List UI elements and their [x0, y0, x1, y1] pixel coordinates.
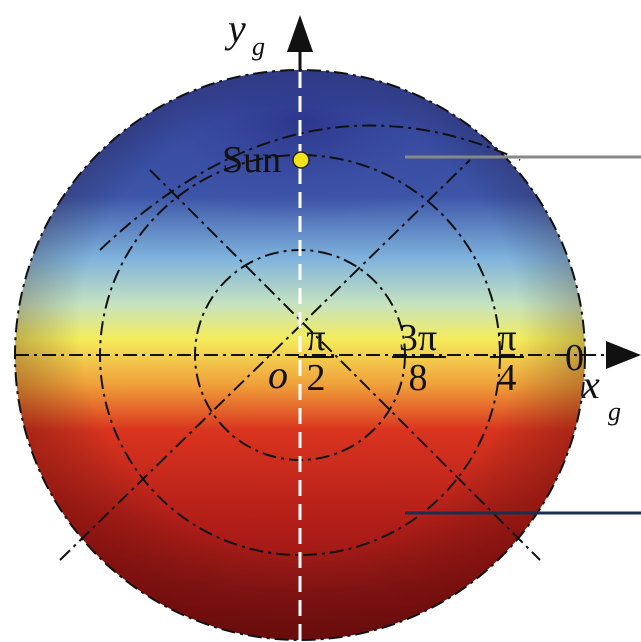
fraction: 3π 8 [392, 317, 446, 399]
y-label: y [224, 6, 246, 51]
denominator: 8 [409, 357, 428, 399]
numerator: 3π [399, 317, 437, 359]
numerator: π [497, 317, 516, 359]
numerator: π [306, 317, 325, 359]
x-label: x [581, 362, 600, 407]
y-arrow [287, 15, 313, 52]
sun-dot [292, 151, 310, 169]
zero-label: 0 [565, 337, 584, 379]
x-arrow [606, 341, 641, 369]
x-label-sub: g [608, 397, 621, 426]
sun-label: Sun [222, 139, 281, 181]
fraction: π 4 [490, 317, 524, 399]
denominator: 4 [498, 357, 517, 399]
fraction: π 2 [298, 317, 334, 399]
denominator: 2 [307, 357, 326, 399]
origin-label: o [268, 352, 288, 397]
y-label-sub: g [252, 32, 265, 61]
